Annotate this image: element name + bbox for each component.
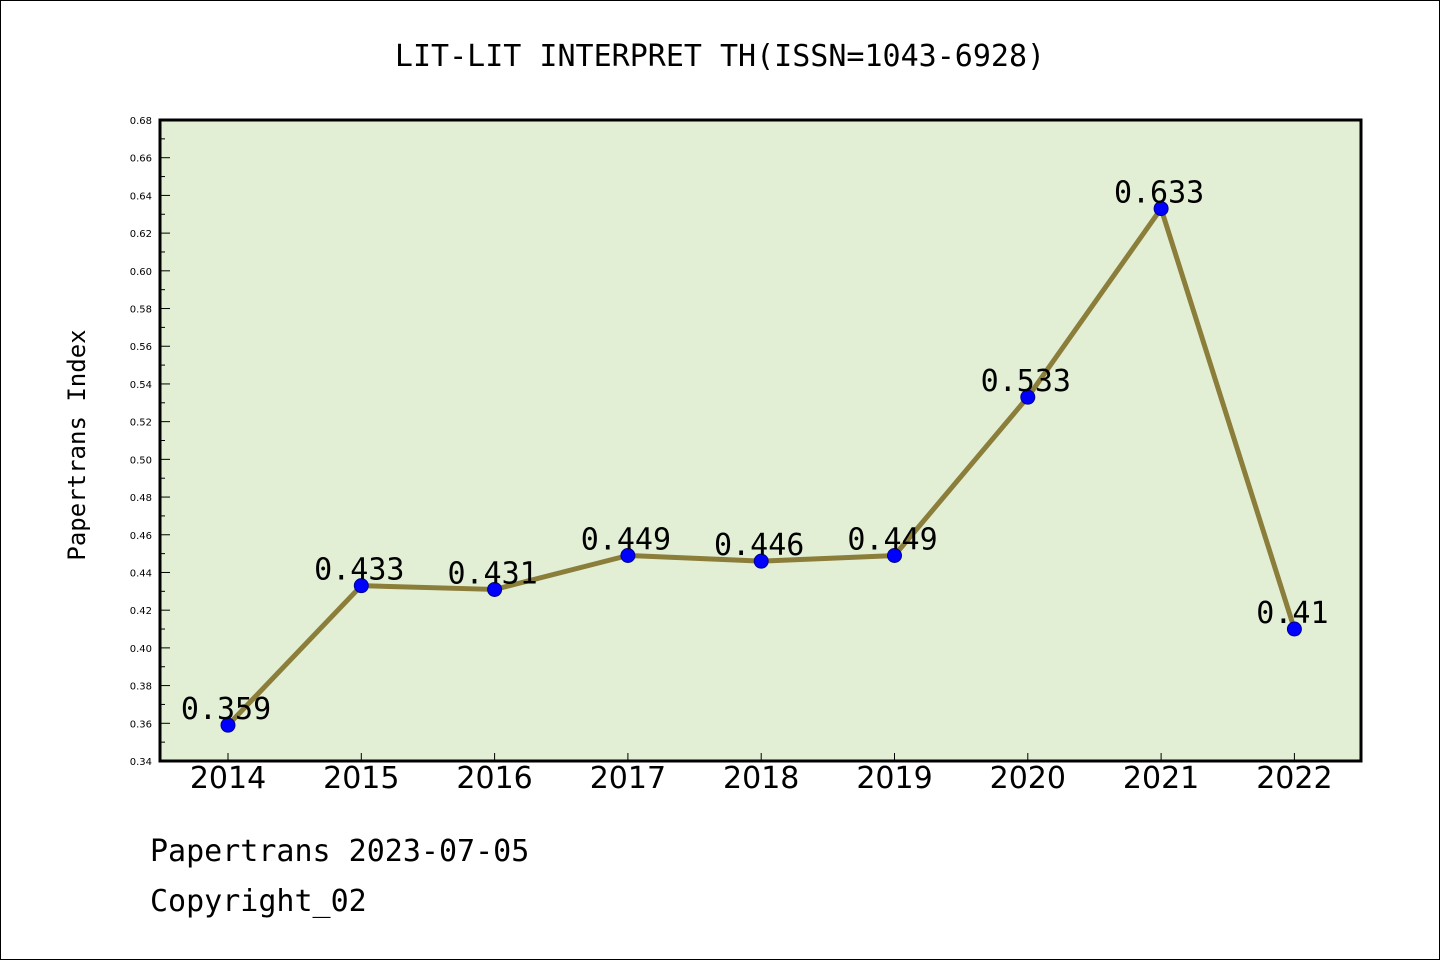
- y-tick-label: 0.34: [130, 757, 152, 768]
- data-label: 0.533: [981, 364, 1071, 399]
- y-tick-label: 0.56: [130, 342, 152, 353]
- x-tick-label: 2020: [990, 761, 1066, 796]
- x-tick-label: 2015: [323, 761, 399, 796]
- footer-copyright: Copyright_02: [150, 884, 367, 919]
- data-point-marker: [1020, 389, 1036, 405]
- y-tick-label: 0.60: [130, 267, 152, 278]
- y-tick-label: 0.58: [130, 305, 152, 316]
- data-point-marker: [753, 553, 769, 569]
- x-tick-label: 2019: [856, 761, 932, 796]
- x-tick-label: 2021: [1123, 761, 1199, 796]
- y-tick-label: 0.68: [130, 116, 152, 127]
- data-point-marker: [1286, 621, 1302, 637]
- y-axis-ticks: 0.34 0.36 0.38 0.40 0.42 0.44 0.46 0.48 0.50 0.52…: [130, 116, 170, 768]
- data-label: 0.431: [447, 556, 537, 591]
- y-tick-label: 0.50: [130, 455, 152, 466]
- y-tick-label: 0.44: [130, 568, 152, 579]
- y-tick-label: 0.36: [130, 719, 152, 730]
- y-axis-label: Papertrans Index: [63, 329, 91, 560]
- data-label: 0.359: [181, 692, 271, 727]
- footer-date: Papertrans 2023-07-05: [150, 834, 530, 869]
- data-points: [220, 201, 1302, 733]
- y-tick-label: 0.46: [130, 531, 152, 542]
- plot-area: [160, 120, 1361, 761]
- chart-title: LIT-LIT INTERPRET TH(ISSN=1043-6928): [395, 39, 1045, 74]
- y-tick-label: 0.64: [130, 191, 152, 202]
- y-tick-label: 0.40: [130, 644, 152, 655]
- y-tick-label: 0.42: [130, 606, 152, 617]
- data-label: 0.433: [314, 553, 404, 588]
- x-tick-label: 2022: [1256, 761, 1332, 796]
- y-tick-label: 0.62: [130, 229, 152, 240]
- data-point-marker: [620, 548, 636, 564]
- y-tick-label: 0.48: [130, 493, 152, 504]
- data-labels: 0.359 0.433 0.431 0.449 0.446 0.449 0.533 0.633…: [181, 176, 1329, 728]
- data-point-marker: [887, 548, 902, 564]
- data-label: 0.633: [1114, 176, 1204, 211]
- y-tick-label: 0.52: [130, 418, 152, 429]
- data-point-marker: [220, 717, 236, 733]
- x-tick-label: 2014: [190, 761, 266, 796]
- x-tick-label: 2017: [590, 761, 666, 796]
- data-label: 0.41: [1256, 596, 1328, 631]
- data-label: 0.449: [581, 523, 671, 558]
- x-axis-ticks: 2014 2015 2016 2017 2018 2019 2020 2021 2022: [190, 753, 1333, 796]
- data-label: 0.446: [714, 528, 804, 563]
- plot-border: [158, 118, 1363, 763]
- data-point-marker: [353, 578, 369, 594]
- data-label: 0.449: [847, 523, 937, 558]
- y-tick-label: 0.38: [130, 682, 152, 693]
- x-tick-label: 2016: [456, 761, 532, 796]
- x-tick-label: 2018: [723, 761, 799, 796]
- data-point-marker: [487, 581, 503, 597]
- data-point-marker: [1153, 201, 1169, 217]
- y-tick-label: 0.66: [130, 154, 152, 165]
- y-tick-label: 0.54: [130, 380, 152, 391]
